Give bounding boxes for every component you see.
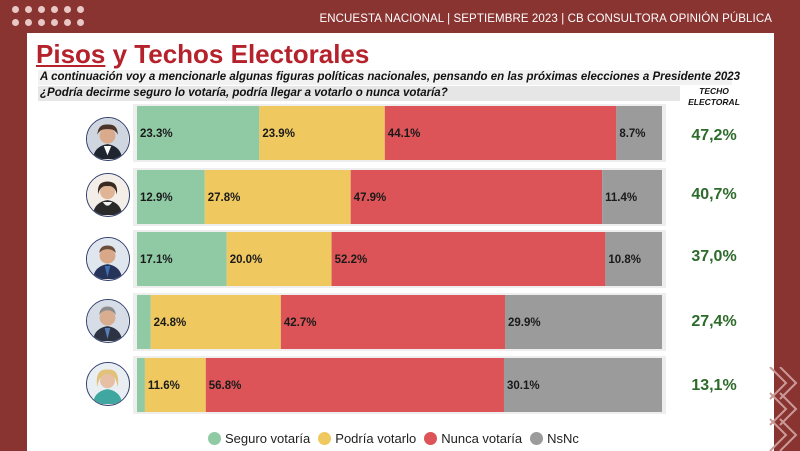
- survey-info: ENCUESTA NACIONAL | SEPTIEMBRE 2023 | CB…: [319, 13, 772, 25]
- bar-value-label: 23.3%: [140, 128, 173, 140]
- question-line-2: ¿Podría decirme seguro lo votaría, podrí…: [38, 86, 680, 101]
- bar-segment-podria: [226, 232, 332, 286]
- bar-value-label: 8.7%: [619, 128, 645, 140]
- page-title: Pisos y Techos Electorales: [36, 39, 369, 70]
- legend-swatch: [424, 431, 438, 445]
- question-line-1: A continuación voy a mencionarle algunas…: [38, 70, 741, 85]
- decorative-dot: [51, 19, 58, 26]
- candidate-1-avatar: [86, 117, 130, 161]
- candidate-3-avatar: [86, 237, 130, 281]
- legend-swatch: [530, 431, 544, 445]
- decorative-dot: [38, 19, 45, 26]
- legend-item-nunca: Nunca votaría: [424, 431, 522, 446]
- bar-segment-nunca: [384, 106, 617, 160]
- decorative-dot: [64, 6, 71, 13]
- decorative-dot: [25, 6, 32, 13]
- techo-electoral-header: TECHO ELECTORAL: [683, 86, 745, 108]
- bar-value-label: 56.8%: [209, 380, 242, 392]
- bar-value-label: 44.1%: [388, 128, 421, 140]
- bar-value-label: 11.6%: [148, 380, 180, 392]
- legend-swatch: [208, 431, 221, 445]
- legend-label: Seguro votaría: [225, 430, 311, 446]
- bar-segment-podria: [144, 358, 206, 412]
- candidate-5-avatar: [86, 362, 130, 406]
- bar-value-label: 24.8%: [154, 317, 187, 329]
- bar-segment-nunca: [205, 358, 504, 412]
- decorative-dot: [77, 6, 84, 13]
- legend-label: NsNc: [547, 430, 579, 446]
- bar-value-label: 23.9%: [262, 128, 295, 140]
- bar-value-label: 27.8%: [208, 192, 241, 204]
- bar-segment-nsnc: [616, 106, 662, 160]
- legend-item-nsnc: NsNc: [530, 431, 579, 446]
- decorative-dot: [12, 19, 19, 26]
- candidate-4-avatar: [86, 299, 130, 343]
- bar-segment-nsnc: [505, 295, 662, 349]
- techo-value: 47,2%: [691, 127, 737, 144]
- bar-segment-podria: [259, 106, 385, 160]
- bar-segment-nunca: [331, 232, 606, 286]
- techo-value: 40,7%: [691, 186, 737, 203]
- decorative-dots: [12, 6, 92, 32]
- legend-item-podria: Podría votarlo: [318, 431, 416, 446]
- decorative-dot: [64, 19, 71, 26]
- bar-value-label: 17.1%: [140, 254, 173, 266]
- bar-segment-seguro: [137, 232, 227, 286]
- chart-legend: Seguro votaría Podría votarlo Nunca vota…: [208, 430, 587, 446]
- bar-value-label: 42.7%: [284, 317, 317, 329]
- legend-item-seguro: Seguro votaría: [208, 431, 310, 446]
- bar-value-label: 10.8%: [608, 254, 641, 266]
- candidate-2-avatar: [86, 173, 130, 217]
- techo-header-line1: TECHO: [699, 86, 729, 96]
- legend-label: Podría votarlo: [335, 430, 417, 446]
- title-pisos: Pisos: [36, 39, 106, 69]
- title-rest: y Techos Electorales: [105, 39, 370, 69]
- decorative-dot: [25, 19, 32, 26]
- legend-label: Nunca votaría: [441, 430, 523, 446]
- techo-value: 37,0%: [691, 248, 737, 265]
- bar-segment-seguro: [137, 106, 260, 160]
- bar-segment-seguro: [137, 170, 205, 224]
- bar-value-label: 12.9%: [140, 192, 173, 204]
- decorative-dot: [38, 6, 45, 13]
- bar-segment-seguro: [137, 295, 151, 349]
- decorative-dot: [51, 6, 58, 13]
- bar-segment-nunca: [350, 170, 603, 224]
- decorative-dot: [77, 19, 84, 26]
- decorative-dot: [12, 6, 19, 13]
- bar-value-label: 11.4%: [605, 192, 637, 204]
- bar-value-label: 47.9%: [354, 192, 387, 204]
- bar-segment-nsnc: [503, 358, 663, 412]
- techo-header-line2: ELECTORAL: [688, 97, 740, 107]
- legend-swatch: [318, 431, 332, 445]
- techo-value: 13,1%: [691, 377, 737, 394]
- bar-segment-podria: [204, 170, 351, 224]
- decorative-chevrons: [769, 367, 798, 451]
- bar-value-label: 30.1%: [507, 380, 540, 392]
- techo-value: 27,4%: [691, 313, 737, 330]
- bar-value-label: 52.2%: [335, 254, 368, 266]
- bar-segment-nsnc: [605, 232, 662, 286]
- bar-segment-podria: [150, 295, 281, 349]
- bar-segment-seguro: [137, 358, 145, 412]
- bar-segment-nsnc: [602, 170, 662, 224]
- bar-value-label: 29.9%: [508, 317, 541, 329]
- bar-segment-nunca: [280, 295, 506, 349]
- bar-value-label: 20.0%: [230, 254, 263, 266]
